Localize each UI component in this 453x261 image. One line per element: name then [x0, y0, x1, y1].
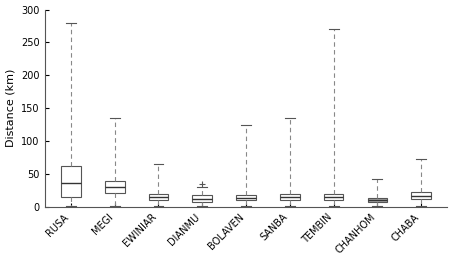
- PathPatch shape: [280, 194, 300, 200]
- PathPatch shape: [367, 198, 387, 202]
- PathPatch shape: [324, 194, 343, 200]
- PathPatch shape: [61, 166, 81, 197]
- PathPatch shape: [149, 194, 169, 200]
- PathPatch shape: [105, 181, 125, 193]
- PathPatch shape: [193, 195, 212, 202]
- PathPatch shape: [411, 192, 431, 199]
- PathPatch shape: [236, 195, 256, 200]
- Y-axis label: Distance (km): Distance (km): [5, 69, 15, 147]
